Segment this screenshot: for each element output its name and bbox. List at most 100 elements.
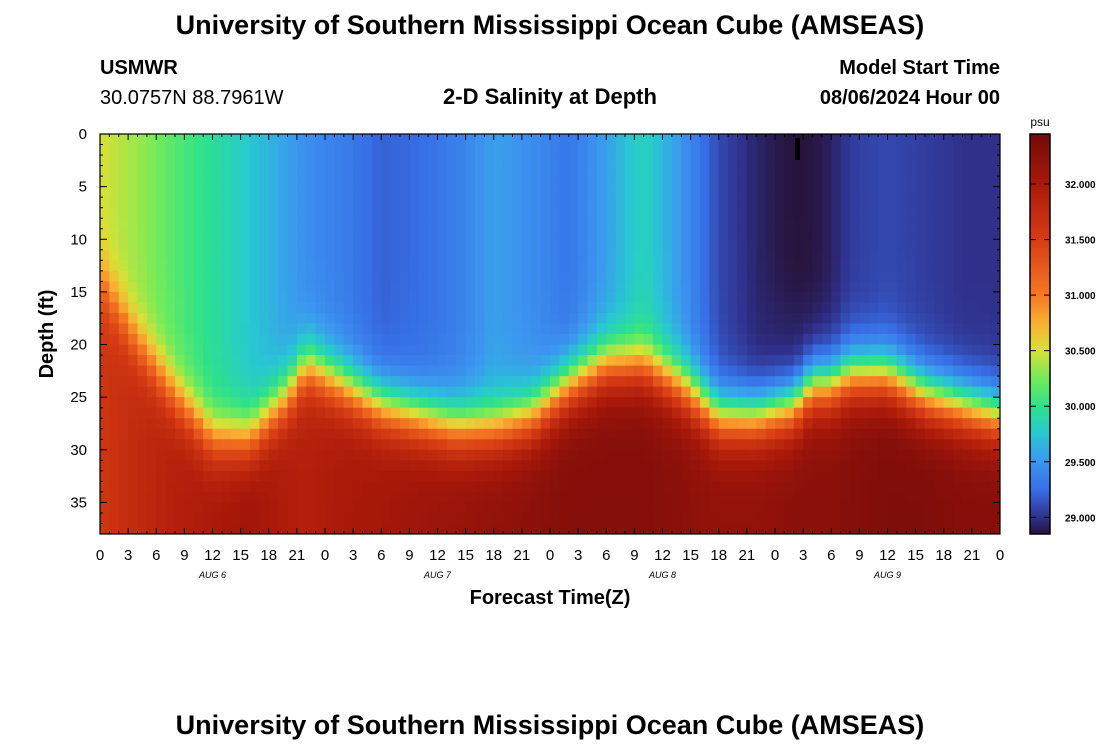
heatmap-cell [118, 502, 129, 514]
heatmap-cell [896, 407, 907, 419]
heatmap-cell [503, 197, 514, 209]
heatmap-cell [896, 386, 907, 398]
heatmap-cell [990, 355, 1000, 367]
heatmap-cell [381, 449, 392, 461]
heatmap-cell [559, 323, 570, 335]
heatmap-cell [896, 523, 907, 534]
heatmap-cell [390, 365, 401, 377]
heatmap-cell [353, 523, 364, 534]
heatmap-cell [259, 418, 270, 430]
heatmap-cell [840, 439, 851, 451]
heatmap-cell [915, 397, 926, 409]
heatmap-cell [212, 176, 223, 188]
heatmap-cell [343, 291, 354, 304]
heatmap-cell [203, 418, 214, 430]
heatmap-cell [737, 186, 748, 198]
heatmap-cell [943, 228, 954, 240]
heatmap-cell [221, 249, 232, 261]
heatmap-cell [700, 291, 710, 304]
heatmap-cell [840, 407, 851, 419]
heatmap-cell [437, 186, 448, 198]
heatmap-cell [718, 197, 729, 209]
heatmap-cell [803, 428, 814, 440]
heatmap-cell [915, 428, 926, 440]
heatmap-cell [728, 449, 739, 461]
heatmap-cell [681, 355, 692, 367]
heatmap-cell [334, 260, 345, 272]
heatmap-cell [231, 302, 242, 314]
heatmap-cell [296, 291, 307, 304]
heatmap-cell [831, 260, 842, 272]
heatmap-cell [915, 481, 926, 493]
heatmap-cell [943, 334, 954, 346]
heatmap-cell [259, 218, 270, 230]
date-label: AUG 8 [648, 570, 676, 580]
heatmap-cell [578, 249, 589, 261]
heatmap-cell [990, 418, 1000, 430]
heatmap-cell [250, 334, 260, 346]
heatmap-cell [306, 428, 317, 440]
heatmap-cell [325, 249, 335, 261]
heatmap-cell [709, 502, 720, 514]
heatmap-cell [756, 502, 767, 514]
heatmap-cell [878, 365, 889, 377]
heatmap-cell [559, 281, 570, 293]
heatmap-cell [596, 460, 607, 472]
heatmap-cell [896, 260, 907, 272]
heatmap-cell [559, 407, 570, 419]
heatmap-cell [315, 228, 326, 240]
heatmap-cell [765, 386, 776, 398]
heatmap-cell [587, 197, 598, 209]
heatmap-cell [156, 365, 167, 377]
heatmap-cell [887, 207, 898, 219]
heatmap-cell [306, 281, 317, 293]
heatmap-cell [803, 197, 814, 209]
heatmap-cell [475, 270, 485, 282]
heatmap-cell [746, 134, 757, 146]
heatmap-cell [296, 228, 307, 240]
heatmap-cell [840, 334, 851, 346]
heatmap-cell [568, 260, 579, 272]
heatmap-cell [306, 176, 317, 188]
heatmap-cell [175, 302, 185, 314]
heatmap-cell [596, 239, 607, 251]
heatmap-cell [840, 418, 851, 430]
heatmap-cell [287, 312, 298, 325]
heatmap-cell [409, 134, 420, 146]
heatmap-cell [746, 491, 757, 504]
heatmap-cell [100, 502, 110, 514]
heatmap-cell [803, 344, 814, 356]
heatmap-cell [456, 312, 467, 325]
heatmap-cell [615, 439, 626, 451]
heatmap-cell [700, 502, 710, 514]
heatmap-cell [887, 407, 898, 419]
heatmap-cell [118, 512, 129, 525]
heatmap-cell [681, 418, 692, 430]
heatmap-cell [634, 460, 645, 472]
heatmap-cell [925, 186, 935, 198]
heatmap-cell [615, 186, 626, 198]
heatmap-cell [625, 134, 635, 146]
heatmap-cell [812, 291, 823, 304]
heatmap-cell [531, 197, 542, 209]
heatmap-cell [268, 186, 279, 198]
heatmap-cell [240, 228, 251, 240]
heatmap-cell [775, 186, 785, 198]
heatmap-cell [831, 355, 842, 367]
heatmap-cell [390, 334, 401, 346]
heatmap-cell [821, 197, 832, 209]
heatmap-cell [793, 228, 804, 240]
heatmap-cell [212, 312, 223, 325]
heatmap-cell [887, 270, 898, 282]
heatmap-cell [643, 260, 654, 272]
heatmap-cell [100, 218, 110, 230]
colorbar-scale [1029, 133, 1051, 535]
heatmap-cell [681, 502, 692, 514]
heatmap-cell [981, 312, 992, 325]
heatmap-cell [690, 312, 701, 325]
heatmap-cell [287, 155, 298, 167]
heatmap-cell [296, 249, 307, 261]
heatmap-cell [840, 291, 851, 304]
heatmap-cell [390, 344, 401, 356]
heatmap-cell [221, 386, 232, 398]
